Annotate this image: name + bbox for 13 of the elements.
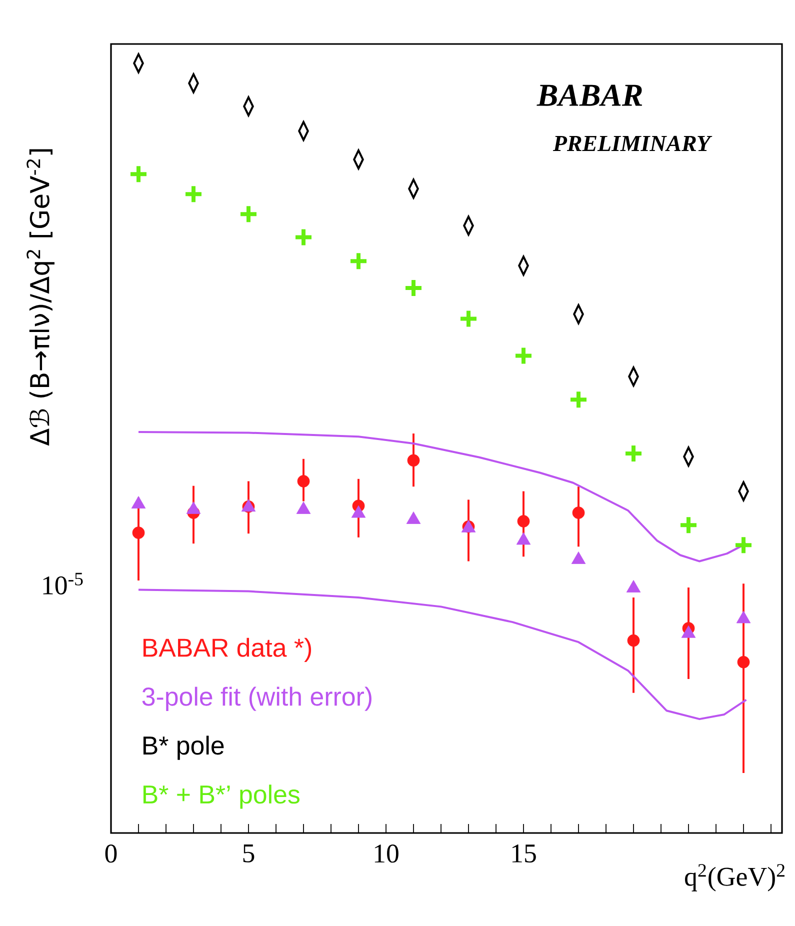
annotation: BABAR — [536, 84, 642, 106]
x-tick-label: 0 — [105, 844, 117, 863]
text: 3-pole fit (with error) — [142, 686, 372, 711]
text: 10$^{-5}$ — [43, 572, 83, 594]
x-tick-label: 10 — [374, 844, 398, 863]
annotation: PRELIMINARY — [552, 136, 712, 151]
text: B* + B*’ poles — [143, 784, 300, 809]
text: B* pole — [143, 736, 224, 760]
y-axis-title: Δℬ (B→πlν)/Δq$^{2}$ [GeV$^{-2}$] — [26, 149, 54, 446]
text: BABAR data *) — [143, 638, 312, 662]
x-tick-label: 5 — [243, 844, 254, 862]
x-axis-title: q$^{2}$(GeV)$^{2}$ — [685, 864, 784, 892]
x-tick-label: 15 — [512, 844, 536, 863]
